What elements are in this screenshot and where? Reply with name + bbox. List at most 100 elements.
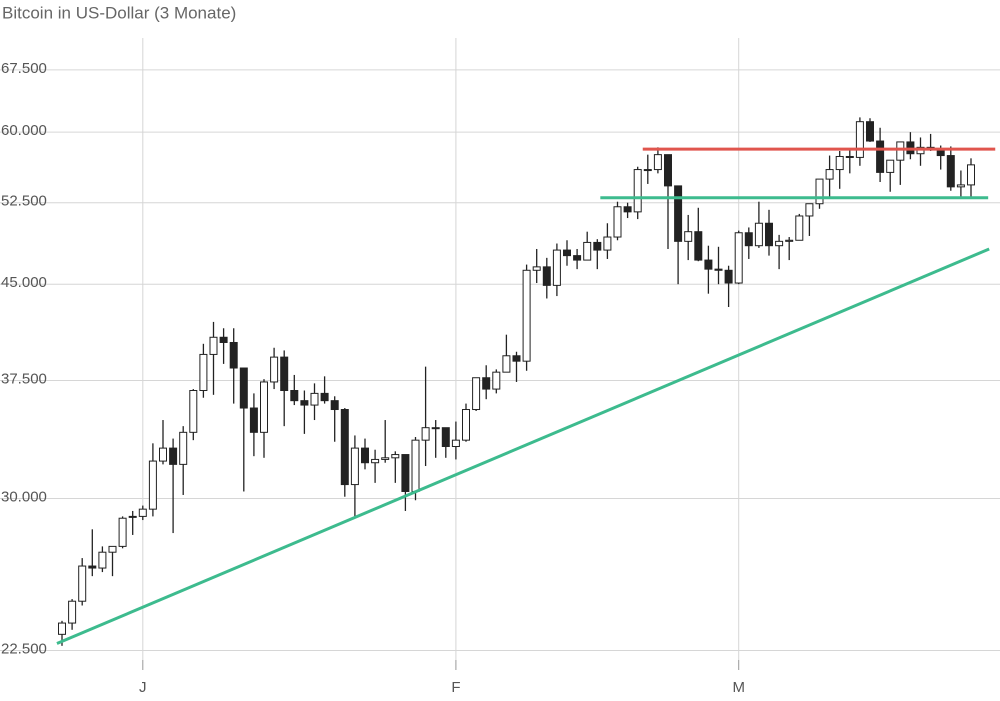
- x-tick-label: J: [139, 679, 147, 696]
- trend-line: [56, 247, 990, 645]
- y-tick-label: 67.500: [1, 60, 47, 77]
- candle-body: [462, 409, 470, 441]
- candle-body: [532, 266, 541, 271]
- candle-body: [563, 249, 571, 257]
- candle-body: [704, 259, 713, 270]
- candle-body: [653, 154, 662, 171]
- candle-body: [876, 140, 885, 173]
- y-tick-label: 30.000: [1, 488, 47, 505]
- candle-body: [350, 447, 359, 486]
- candle-body: [754, 222, 763, 247]
- y-tick-label: 52.500: [1, 193, 47, 210]
- candle-body: [593, 241, 602, 251]
- candle-body: [785, 239, 794, 242]
- candle-body: [552, 249, 561, 286]
- candle-body: [249, 407, 258, 433]
- candle-body: [290, 390, 299, 402]
- candle-body: [169, 447, 178, 465]
- candle-body: [229, 341, 238, 369]
- y-tick-label: 22.500: [1, 640, 47, 657]
- candle-body: [260, 381, 268, 433]
- candle-body: [68, 600, 77, 624]
- candle-body: [411, 439, 420, 492]
- candle-body: [219, 336, 228, 343]
- y-tick-label: 60.000: [1, 122, 47, 139]
- candle-body: [795, 215, 804, 241]
- candle-body: [714, 268, 723, 271]
- candle-body: [815, 178, 824, 205]
- candle-body: [623, 206, 632, 213]
- candle-body: [765, 222, 773, 247]
- candle-body: [280, 356, 289, 392]
- candle-body: [310, 392, 319, 406]
- candle-body: [239, 367, 248, 409]
- candle-body: [159, 447, 167, 462]
- candle-body: [391, 454, 400, 459]
- candle-body: [775, 240, 784, 247]
- candle-body: [886, 159, 895, 173]
- chart-title: Bitcoin in US-Dollar (3 Monate): [2, 3, 236, 22]
- candle-body: [956, 184, 965, 188]
- y-tick-label: 45.000: [1, 274, 47, 291]
- candle-body: [88, 565, 97, 569]
- candle-body: [573, 255, 582, 261]
- candle-body: [522, 269, 531, 362]
- candle-body: [492, 371, 501, 390]
- candle-body: [734, 232, 743, 284]
- candle-body: [148, 460, 157, 510]
- candle-body: [845, 155, 854, 158]
- candle-body: [128, 515, 137, 518]
- y-tick-label: 37.500: [1, 371, 47, 388]
- candle-body: [58, 622, 66, 635]
- candle-body: [371, 458, 380, 464]
- candle-body: [209, 336, 218, 355]
- candle-body: [199, 353, 208, 392]
- candle-body: [381, 457, 390, 460]
- candle-body: [330, 400, 339, 411]
- candle-body: [451, 439, 460, 448]
- candle-body: [482, 377, 491, 390]
- candle-body: [118, 517, 127, 547]
- candle-body: [684, 231, 693, 242]
- candle-body: [855, 121, 864, 158]
- candle-body: [472, 377, 481, 411]
- candle-body: [542, 266, 551, 286]
- x-tick-label: F: [451, 679, 460, 696]
- candle-body: [694, 231, 703, 261]
- candle-body: [603, 236, 612, 251]
- candle-body: [744, 232, 753, 247]
- candle-body: [189, 390, 198, 433]
- candle-body: [825, 169, 834, 180]
- candle-body: [643, 169, 652, 172]
- candle-body: [613, 206, 622, 238]
- candle-body: [946, 155, 955, 188]
- candle-body: [441, 427, 450, 448]
- candle-body: [401, 454, 410, 492]
- candle-body: [320, 392, 329, 402]
- candle-body: [270, 356, 279, 383]
- candle-body: [179, 431, 188, 465]
- candle-body: [138, 508, 147, 517]
- candle-body: [805, 203, 814, 217]
- candle-body: [78, 565, 87, 602]
- candle-body: [664, 154, 672, 187]
- x-tick-label: M: [732, 679, 745, 696]
- candle-body: [431, 427, 440, 430]
- candle-body: [421, 427, 430, 441]
- candle-body: [967, 164, 975, 186]
- candle-body: [835, 155, 844, 171]
- candle-body: [583, 241, 592, 261]
- candle-body: [300, 400, 309, 406]
- candle-body: [896, 141, 905, 161]
- candle-body: [724, 269, 733, 284]
- candle-body: [512, 355, 521, 362]
- candle-body: [98, 551, 107, 569]
- candle-body: [108, 545, 117, 553]
- candle-body: [340, 409, 349, 486]
- candle-body: [633, 169, 642, 213]
- candle-body: [502, 355, 511, 373]
- candle-body: [361, 447, 369, 464]
- candle-body: [674, 185, 683, 242]
